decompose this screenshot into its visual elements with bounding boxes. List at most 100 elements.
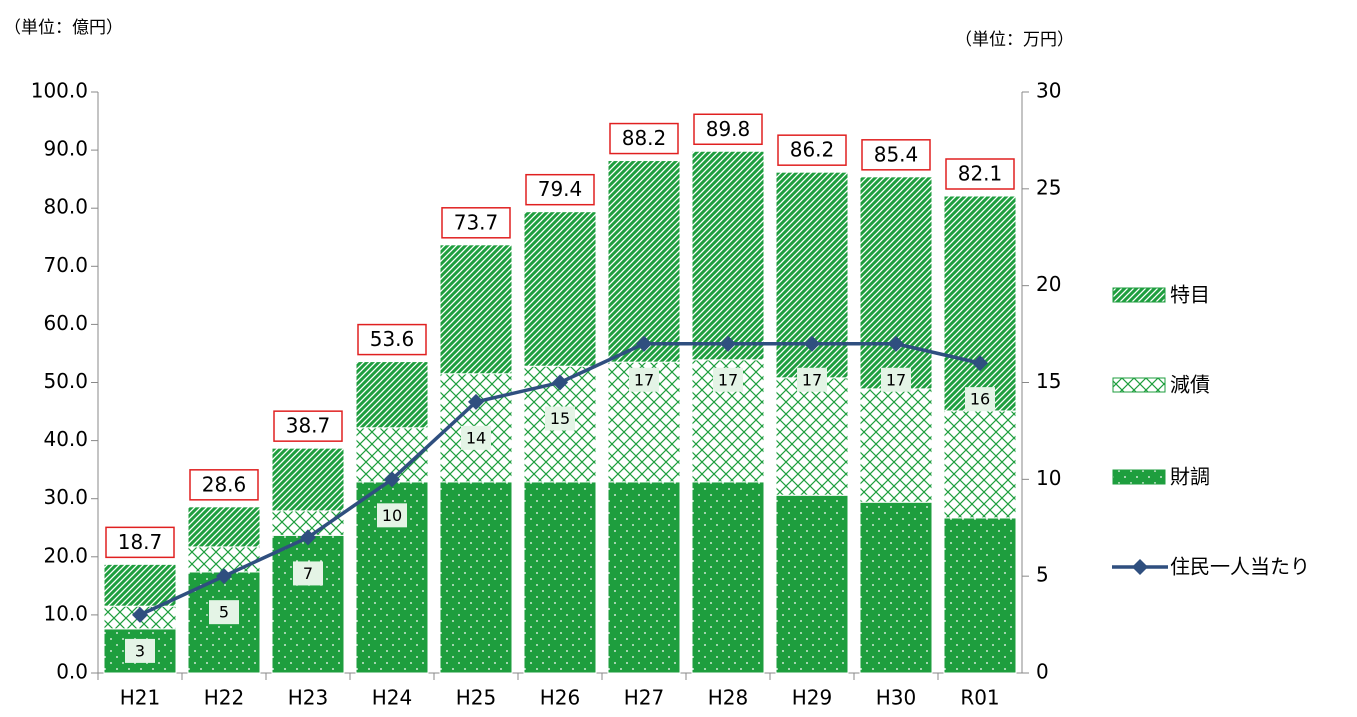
y-tick-label: 70.0 [43,253,88,277]
y2-tick-label: 25 [1036,175,1061,199]
line-marker [972,355,988,372]
line-marker [552,374,568,391]
total-label: 82.1 [958,161,1003,185]
legend-label: 減債 [1170,373,1210,397]
x-tick-label: R01 [960,686,999,710]
y-tick-label: 50.0 [43,369,88,393]
y-tick-label: 10.0 [43,601,88,625]
line-label-box [629,367,659,392]
line-label-box [545,406,575,431]
y2-tick-label: 20 [1036,272,1061,296]
bar-segment [691,150,765,361]
bar-segment [859,388,933,503]
y2-tick-label: 15 [1036,369,1061,393]
line-label: 17 [886,370,906,389]
total-label-box [273,410,343,442]
y-tick-label: 30.0 [43,485,88,509]
line-label: 17 [718,370,738,389]
total-label: 79.4 [538,177,583,201]
line-label-box [293,561,323,586]
line-label: 17 [634,370,654,389]
line-label-box [797,367,827,392]
line-label-box [125,638,155,663]
total-label-box [693,113,763,146]
legend-swatch [1112,287,1166,303]
total-label: 89.8 [706,117,751,141]
bar-segment [859,176,933,390]
bar-segment [691,481,765,674]
x-tick-label: H28 [708,686,749,710]
bar-segment [439,244,513,375]
total-label-box [525,173,595,206]
bar-segment [523,481,597,674]
total-label-box [777,134,847,166]
line-label: 5 [219,603,229,622]
y2-tick-label: 0 [1036,660,1049,684]
y2-axis-unit: （単位：万円） [955,30,1074,50]
x-tick-label: H25 [456,686,497,710]
line-marker [216,568,232,585]
x-tick-label: H21 [120,686,161,710]
line-label-box [461,425,491,450]
x-tick-label: H24 [372,686,413,710]
total-label-box [945,158,1015,190]
bar-segment [103,563,177,607]
total-label-box [357,323,427,356]
line-label: 17 [802,370,822,389]
y-tick-label: 80.0 [43,195,88,219]
bar-segment [943,195,1017,412]
x-tick-label: H22 [204,686,245,710]
y-axis-unit: （単位：億円） [4,18,123,38]
bar-segment [187,546,261,573]
bar-segment [775,494,849,674]
line-label: 15 [550,409,570,428]
bar-segment [943,517,1017,674]
bar-segment [523,211,597,367]
total-label-box [441,207,511,239]
bar-segment [859,501,933,674]
line-marker [300,529,316,546]
y2-tick-label: 10 [1036,466,1061,490]
line-marker [384,471,400,488]
line-marker [888,335,904,352]
x-tick-label: H30 [876,686,917,710]
line-marker [720,335,736,352]
total-label: 73.7 [454,210,499,234]
bar-segment [607,160,681,363]
total-label-box [189,469,259,501]
line-label-box [881,367,911,392]
total-label: 53.6 [370,327,415,351]
line-marker [636,335,652,352]
bar-segment [439,481,513,674]
line-label: 10 [382,506,402,525]
bar-segment [943,410,1017,519]
total-label: 86.2 [790,138,835,162]
line-label-box [377,503,407,528]
y-tick-label: 60.0 [43,311,88,335]
bar-segment [355,361,429,429]
total-label: 88.2 [622,126,667,150]
bar-segment [271,447,345,512]
line-label-box [713,367,743,392]
line-label-box [209,600,239,625]
line-label: 3 [135,641,145,660]
line-label: 14 [466,428,486,447]
y-tick-label: 20.0 [43,543,88,567]
total-label: 85.4 [874,142,919,166]
x-tick-label: H23 [288,686,329,710]
line-marker [132,606,148,623]
legend-swatch [1112,377,1166,393]
total-label-box [105,526,175,559]
bar-segment [271,534,345,674]
y-tick-label: 100.0 [31,79,88,103]
legend-marker [1132,559,1148,575]
total-label-box [861,139,931,171]
y-tick-label: 0.0 [56,660,88,684]
total-label: 28.6 [202,472,247,496]
line-label: 16 [970,390,990,409]
line-marker [804,335,820,352]
legend-label: 住民一人当たり [1170,555,1310,579]
bar-segment [775,377,849,496]
legend-swatch [1112,469,1166,485]
